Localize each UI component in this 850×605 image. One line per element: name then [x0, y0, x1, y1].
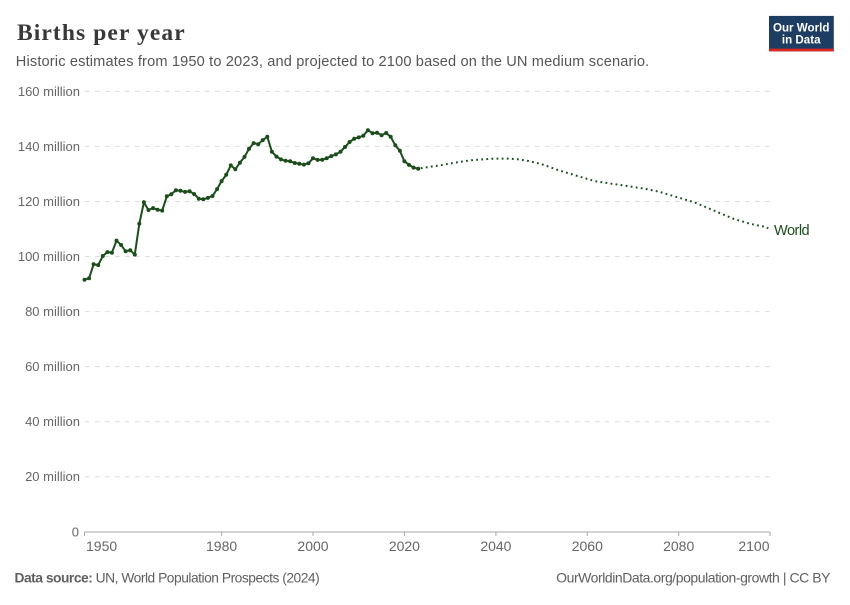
svg-text:80 million: 80 million	[25, 304, 80, 319]
svg-text:OurWorldinData.org/population-: OurWorldinData.org/population-growth | C…	[556, 570, 831, 586]
svg-text:40 million: 40 million	[25, 414, 80, 429]
svg-text:160 million: 160 million	[18, 84, 80, 99]
svg-text:100 million: 100 million	[18, 249, 80, 264]
svg-text:2080: 2080	[663, 538, 694, 554]
svg-text:2020: 2020	[389, 538, 420, 554]
svg-text:2040: 2040	[480, 538, 511, 554]
svg-text:140 million: 140 million	[18, 139, 80, 154]
svg-text:2060: 2060	[572, 538, 603, 554]
svg-text:Historic estimates from 1950 t: Historic estimates from 1950 to 2023, an…	[16, 54, 650, 70]
svg-text:60 million: 60 million	[25, 359, 80, 374]
svg-text:2100: 2100	[738, 538, 769, 554]
svg-text:Our World: Our World	[773, 22, 829, 35]
svg-text:1950: 1950	[86, 538, 117, 554]
svg-text:World: World	[774, 223, 810, 239]
svg-text:Data source: UN, World Populat: Data source: UN, World Population Prospe…	[15, 571, 320, 586]
svg-text:120 million: 120 million	[18, 194, 80, 209]
svg-text:20 million: 20 million	[25, 469, 80, 484]
svg-text:in Data: in Data	[782, 34, 821, 47]
svg-text:0: 0	[72, 524, 79, 539]
svg-text:2000: 2000	[297, 538, 328, 554]
svg-text:Births per year: Births per year	[17, 20, 186, 46]
svg-text:1980: 1980	[206, 538, 237, 554]
